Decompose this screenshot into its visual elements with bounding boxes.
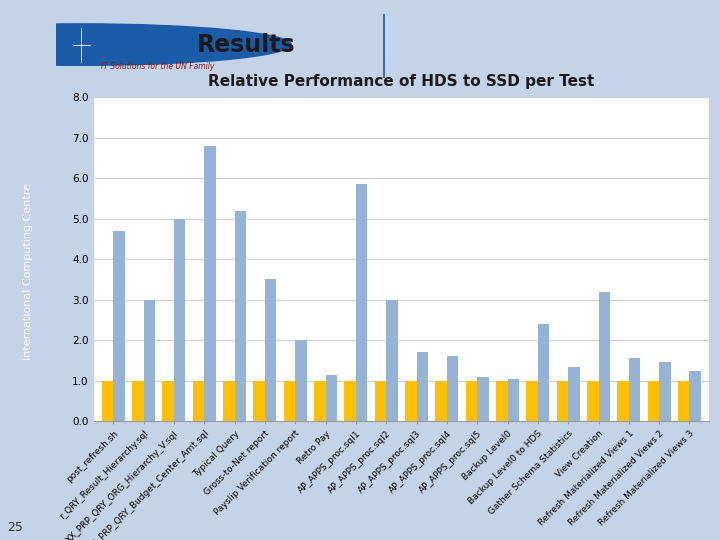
Bar (648, 381, 660, 421)
Bar (466, 381, 477, 421)
Bar (174, 219, 186, 421)
Bar (325, 375, 337, 421)
Text: IT Solutions for the UN Family: IT Solutions for the UN Family (101, 62, 214, 71)
Bar (568, 367, 580, 421)
Bar (526, 381, 538, 421)
Bar (193, 381, 204, 421)
Bar (405, 381, 417, 421)
Bar (163, 381, 174, 421)
Text: International: International (153, 29, 189, 34)
Bar (436, 381, 447, 421)
Bar (690, 370, 701, 421)
Bar (598, 292, 610, 421)
Bar (132, 381, 143, 421)
Bar (557, 381, 568, 421)
Bar (344, 381, 356, 421)
Bar (265, 280, 276, 421)
Bar (629, 359, 640, 421)
Bar (617, 381, 629, 421)
Bar (374, 381, 386, 421)
Bar (102, 381, 113, 421)
Bar (386, 300, 397, 421)
Text: 25: 25 (7, 521, 23, 534)
Bar (496, 381, 508, 421)
Bar (538, 324, 549, 421)
Bar (204, 146, 216, 421)
Bar (253, 381, 265, 421)
Text: International Computing Centre: International Computing Centre (23, 184, 33, 360)
Bar (678, 381, 690, 421)
Bar (314, 381, 325, 421)
Bar (660, 362, 671, 421)
Bar (113, 231, 125, 421)
Bar (235, 211, 246, 421)
Circle shape (0, 24, 291, 65)
Bar (508, 379, 519, 421)
Text: Results: Results (197, 32, 296, 57)
Bar (295, 340, 307, 421)
Bar (284, 381, 295, 421)
Bar (477, 377, 489, 421)
Text: ICC: ICC (105, 29, 141, 48)
Title: Relative Performance of HDS to SSD per Test: Relative Performance of HDS to SSD per T… (208, 74, 595, 89)
Text: Computing: Computing (153, 42, 184, 47)
Bar (356, 184, 367, 421)
Bar (223, 381, 235, 421)
Bar (447, 356, 459, 421)
Bar (143, 300, 156, 421)
Bar (417, 353, 428, 421)
Bar (587, 381, 598, 421)
Text: Centre: Centre (153, 55, 171, 60)
